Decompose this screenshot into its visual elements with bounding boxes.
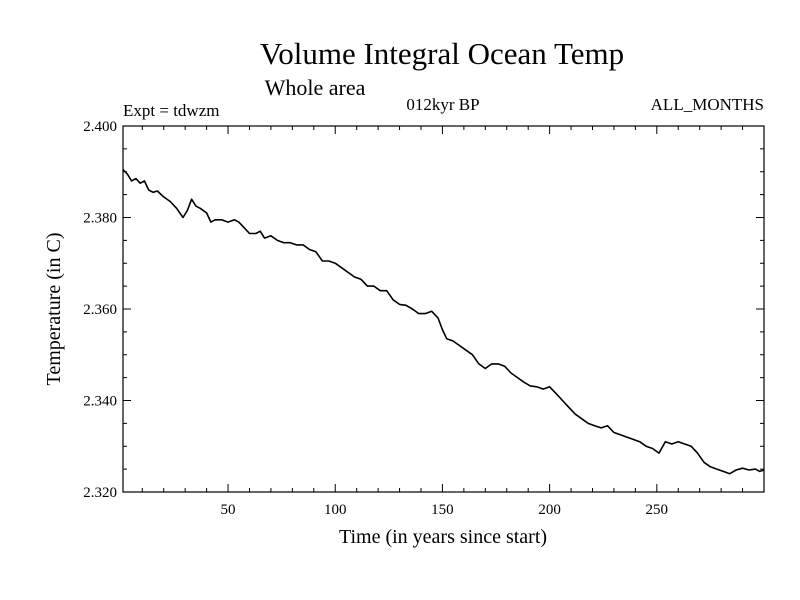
months-annotation: ALL_MONTHS — [651, 95, 764, 114]
x-tick-label: 250 — [646, 502, 669, 518]
y-tick-label: 2.320 — [83, 485, 117, 501]
plot-frame — [122, 125, 765, 493]
x-tick-label: 50 — [221, 502, 236, 518]
period-annotation: 012kyr BP — [406, 95, 479, 114]
x-tick-label: 200 — [538, 502, 561, 518]
chart-subtitle: Whole area — [265, 75, 366, 100]
y-tick-label: 2.340 — [83, 394, 117, 410]
x-axis-label: Time (in years since start) — [339, 526, 547, 548]
x-tick-label: 150 — [431, 502, 454, 518]
x-tick-label: 100 — [324, 502, 347, 518]
axis-ticks — [123, 125, 764, 493]
y-tick-label: 2.400 — [83, 119, 117, 135]
chart-title: Volume Integral Ocean Temp — [260, 36, 624, 71]
expt-annotation: Expt = tdwzm — [123, 101, 219, 120]
y-tick-label: 2.380 — [83, 211, 117, 227]
tick-labels: 50 100 150 200 250 2.320 2.340 2.360 2.380 2.400 — [83, 119, 668, 518]
series-line — [122, 168, 765, 475]
y-axis-label: Temperature (in C) — [43, 233, 65, 386]
y-tick-label: 2.360 — [83, 302, 117, 318]
